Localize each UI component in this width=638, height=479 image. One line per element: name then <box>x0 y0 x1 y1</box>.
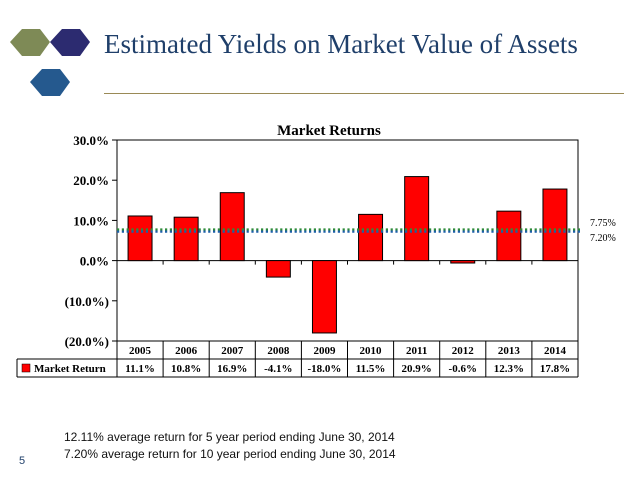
legend-series-name: Market Return <box>34 363 106 375</box>
bar-2009 <box>311 260 337 334</box>
data-label-2013: 12.3% <box>494 363 524 375</box>
data-label-2006: 10.8% <box>171 363 201 375</box>
note-5-year: 12.11% average return for 5 year period … <box>64 430 395 444</box>
hexagon-olive <box>10 29 50 56</box>
bar-2006 <box>173 216 199 262</box>
chart-title: Market Returns <box>277 123 381 139</box>
category-label-2011: 2011 <box>406 345 427 357</box>
legend-swatch <box>21 363 31 373</box>
bar-2012 <box>450 260 476 264</box>
slide-title: Estimated Yields on Market Value of Asse… <box>104 29 578 59</box>
bar-2007 <box>219 192 245 262</box>
category-label-2009: 2009 <box>313 345 336 357</box>
category-label-2007: 2007 <box>221 345 244 357</box>
title-divider <box>104 93 624 94</box>
data-table: 2005 11.1% 2006 10.8% 2007 16.9% 2008 -4.1% 2009… <box>16 341 579 378</box>
y-tick-label: (10.0%) <box>65 294 109 309</box>
category-label-2006: 2006 <box>175 345 198 357</box>
data-label-2009: -18.0% <box>307 363 341 375</box>
bar-2014 <box>542 188 568 262</box>
category-label-2005: 2005 <box>129 345 152 357</box>
category-label-2013: 2013 <box>498 345 521 357</box>
reference-line-layer: 7.75% 7.20% <box>117 218 616 244</box>
data-label-2007: 16.9% <box>217 363 247 375</box>
hexagon-logo <box>10 29 90 96</box>
data-label-2012: -0.6% <box>449 363 477 375</box>
market-returns-chart: Market Returns 30.0% 20.0% 10.0% 0.0% (10.0%… <box>16 123 616 378</box>
hexagon-navy <box>50 29 90 56</box>
category-label-2012: 2012 <box>452 345 475 357</box>
bar-2013 <box>496 210 522 262</box>
y-tick-label: 10.0% <box>73 213 109 228</box>
y-tick-label: (20.0%) <box>65 334 109 349</box>
category-label-2014: 2014 <box>544 345 567 357</box>
data-label-2005: 11.1% <box>125 363 155 375</box>
category-label-2010: 2010 <box>360 345 383 357</box>
hexagon-blue <box>30 69 70 96</box>
note-10-year: 7.20% average return for 10 year period … <box>64 447 396 461</box>
data-label-2010: 11.5% <box>356 363 386 375</box>
y-tick-label: 0.0% <box>80 254 109 269</box>
data-label-2008: -4.1% <box>264 363 292 375</box>
category-label-2008: 2008 <box>267 345 290 357</box>
reference-line-label: 7.20% <box>590 233 616 244</box>
bar-2008 <box>265 260 291 278</box>
bar-2005 <box>127 215 153 262</box>
reference-line-label: 7.75% <box>590 218 616 229</box>
data-label-2011: 20.9% <box>402 363 432 375</box>
axis-layer: 30.0% 20.0% 10.0% 0.0% (10.0%) (20.0%) <box>65 133 579 349</box>
y-tick-label: 20.0% <box>73 173 109 188</box>
bar-2011 <box>404 176 430 262</box>
y-tick-label: 30.0% <box>73 133 109 148</box>
data-label-2014: 17.8% <box>540 363 570 375</box>
bar-2010 <box>358 213 384 262</box>
bar-layer <box>127 176 568 334</box>
slide-number: 5 <box>19 455 26 467</box>
